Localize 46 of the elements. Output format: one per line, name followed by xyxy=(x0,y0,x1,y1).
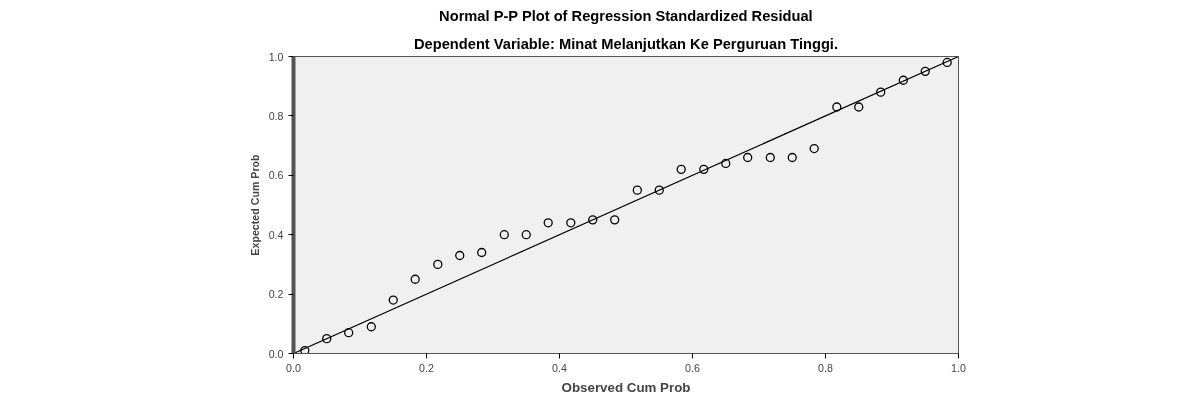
point xyxy=(654,185,664,195)
point xyxy=(676,164,686,174)
point xyxy=(455,250,465,261)
x-tick-label: 0.0 xyxy=(286,361,301,374)
point xyxy=(477,247,487,258)
y-tick-label: 0.0 xyxy=(268,347,284,360)
x-axis-title: Observed Cum Prob xyxy=(561,379,691,395)
point xyxy=(610,215,620,225)
point xyxy=(898,75,908,85)
point xyxy=(699,164,709,174)
point xyxy=(876,87,886,97)
y-axis-title: Expected Cum Prob xyxy=(248,153,261,256)
x-tick-label: 0.6 xyxy=(685,361,700,374)
chart-title: Normal P-P Plot of Regression Standardized Residual xyxy=(439,7,813,24)
point xyxy=(543,218,553,228)
point xyxy=(832,102,842,112)
point xyxy=(300,345,310,354)
point xyxy=(787,152,797,163)
point xyxy=(743,152,753,163)
point xyxy=(344,328,354,338)
y-tick-label: 0.6 xyxy=(268,169,284,182)
point xyxy=(388,295,398,305)
point xyxy=(632,185,642,195)
point xyxy=(765,152,775,163)
x-tick-label: 1.0 xyxy=(951,361,966,374)
point xyxy=(521,230,531,240)
point xyxy=(854,102,864,112)
x-tick-label: 0.4 xyxy=(552,361,567,374)
point xyxy=(433,259,443,270)
y-tick-label: 1.0 xyxy=(268,50,284,63)
chart-subtitle: Dependent Variable: Minat Melanjutkan Ke Perguruan Tinggi. xyxy=(413,35,839,52)
point xyxy=(809,143,819,154)
point xyxy=(721,158,731,169)
point xyxy=(920,66,930,76)
x-tick-label: 0.2 xyxy=(419,361,434,374)
point xyxy=(566,218,576,228)
point xyxy=(499,230,509,240)
point xyxy=(322,334,332,344)
y-tick-label: 0.8 xyxy=(268,109,284,122)
point xyxy=(366,322,376,332)
point xyxy=(942,57,952,68)
y-tick-label: 0.4 xyxy=(268,228,284,241)
point xyxy=(588,215,598,225)
x-tick-label: 0.8 xyxy=(818,361,833,374)
y-tick-label: 0.2 xyxy=(268,288,284,301)
point xyxy=(410,274,420,284)
